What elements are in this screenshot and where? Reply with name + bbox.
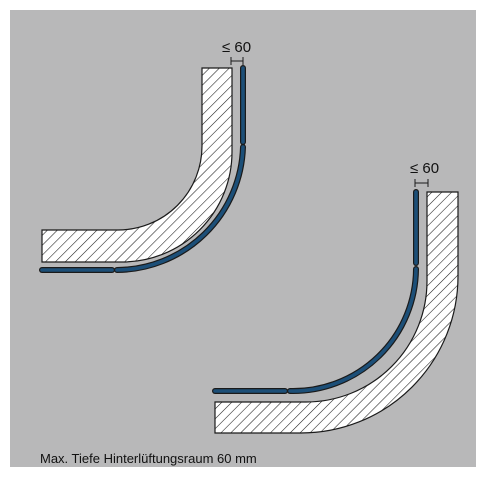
diagram-caption: Max. Tiefe Hinterlüftungsraum 60 mm bbox=[40, 451, 257, 466]
upper-masonry-wall bbox=[41, 67, 233, 263]
upper-dimension: ≤ 60 bbox=[222, 39, 251, 65]
lower-masonry-wall bbox=[214, 191, 459, 434]
lower-dimension: ≤ 60 bbox=[410, 160, 439, 187]
upper-assembly: ≤ 60 bbox=[39, 39, 251, 273]
upper-cladding bbox=[39, 65, 246, 273]
lower-cladding bbox=[212, 189, 419, 395]
lower-dimension-label: ≤ 60 bbox=[410, 160, 439, 177]
upper-dimension-label: ≤ 60 bbox=[222, 39, 251, 56]
lower-assembly: ≤ 60 bbox=[212, 160, 459, 434]
